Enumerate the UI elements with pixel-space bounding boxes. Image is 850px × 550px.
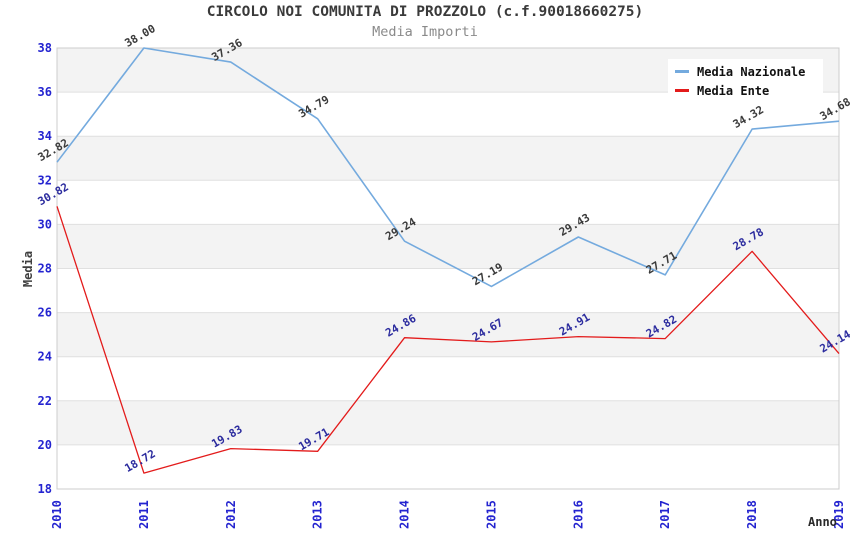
data-label-media-nazionale: 38.00 [123, 22, 158, 50]
y-tick-label: 38 [38, 41, 52, 55]
x-tick-label: 2013 [311, 500, 325, 529]
series-line-media-nazionale [56, 47, 840, 288]
legend-label-media-ente: Media Ente [697, 83, 770, 98]
series-line-media-ente [56, 206, 840, 474]
x-tick-label: 2017 [658, 500, 672, 529]
x-tick-label: 2019 [832, 500, 846, 529]
x-tick-label: 2014 [398, 500, 412, 529]
y-tick-label: 32 [38, 173, 52, 187]
y-tick-label: 18 [38, 482, 52, 496]
y-tick-label: 34 [38, 129, 52, 143]
plot-band [57, 224, 839, 269]
y-tick-label: 20 [38, 438, 52, 452]
x-tick-label: 2015 [484, 500, 498, 529]
legend-item-media-nazionale: Media Nazionale [675, 64, 823, 79]
y-tick-label: 30 [38, 217, 52, 231]
chart-subtitle: Media Importi [372, 24, 478, 40]
plot-band [57, 312, 839, 357]
data-label-media-nazionale: 34.32 [731, 103, 766, 131]
x-tick-label: 2011 [137, 500, 151, 529]
plot-band [57, 400, 839, 445]
x-tick-label: 2010 [50, 500, 64, 529]
legend-item-media-ente: Media Ente [675, 83, 823, 98]
legend: Media Nazionale Media Ente [668, 59, 823, 103]
y-tick-label: 28 [38, 262, 52, 276]
plot-border [56, 47, 840, 490]
y-tick-label: 36 [38, 85, 52, 99]
plot-band [57, 136, 839, 181]
x-tick-label: 2012 [224, 500, 238, 529]
y-tick-label: 24 [38, 350, 52, 364]
y-tick-label: 22 [38, 394, 52, 408]
legend-marker-media-nazionale [675, 70, 689, 73]
x-tick-label: 2018 [745, 500, 759, 529]
y-axis-title: Media [21, 250, 35, 288]
legend-label-media-nazionale: Media Nazionale [697, 64, 806, 79]
chart-title: CIRCOLO NOI COMUNITA DI PROZZOLO (c.f.90… [206, 4, 644, 20]
x-tick-label: 2016 [571, 500, 585, 529]
y-tick-label: 26 [38, 306, 52, 320]
x-axis-title: Anno [808, 515, 837, 529]
legend-marker-media-ente [675, 89, 689, 92]
